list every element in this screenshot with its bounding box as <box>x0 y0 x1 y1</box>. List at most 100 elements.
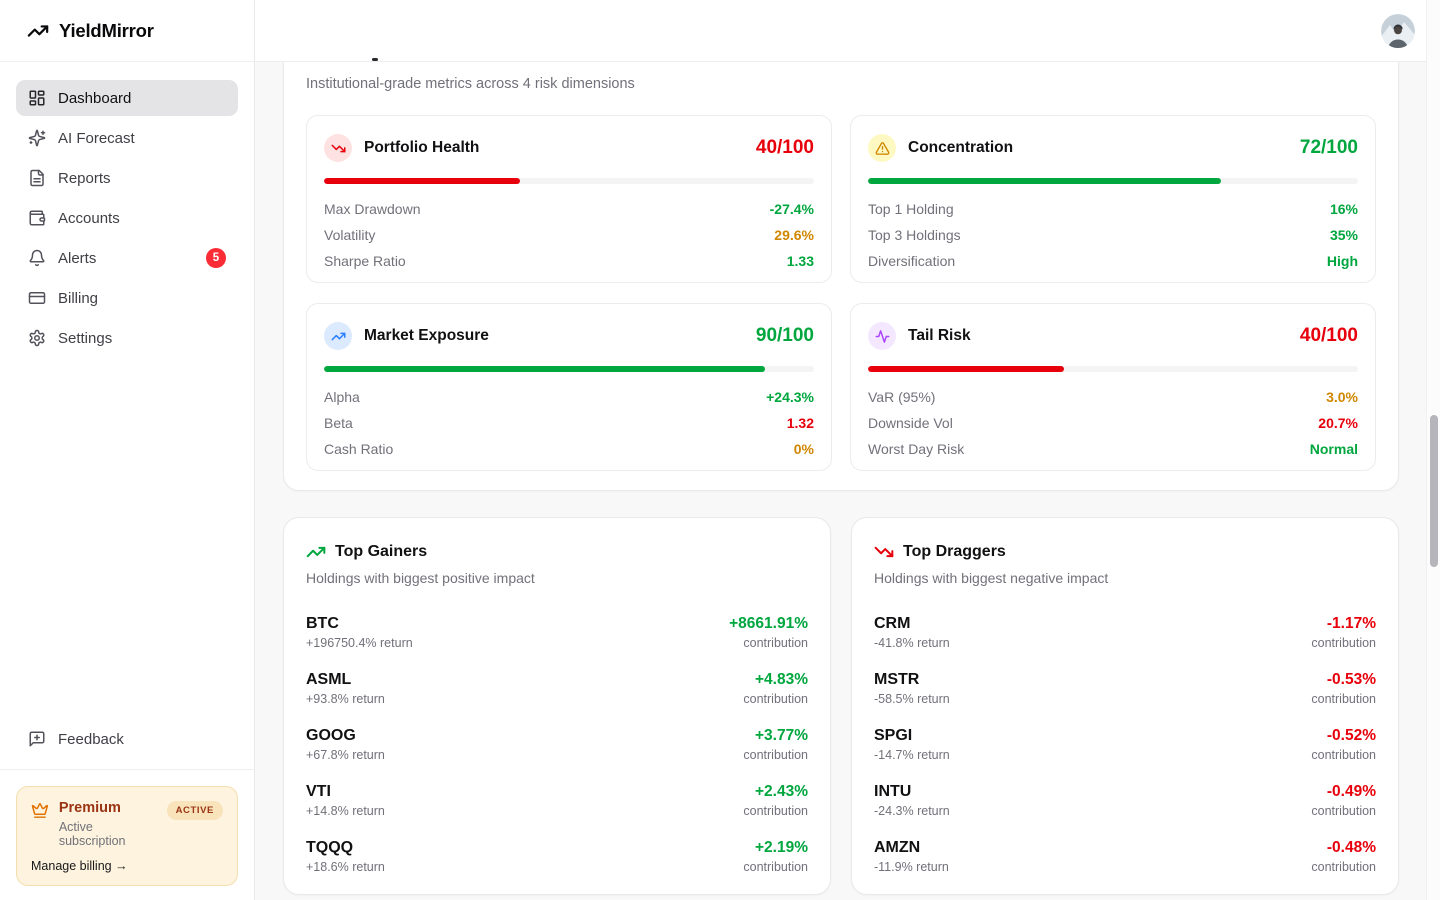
manage-billing-link[interactable]: Manage billing → <box>31 859 128 873</box>
contribution-value: +4.83% <box>754 671 808 688</box>
sidebar-divider <box>0 769 254 770</box>
metric-row-value: 1.32 <box>786 415 814 431</box>
contribution-value: +3.77% <box>754 727 808 744</box>
scrollbar-thumb[interactable] <box>1430 415 1438 567</box>
ticker: INTU <box>874 783 912 800</box>
ticker: VTI <box>306 783 331 800</box>
sidebar-item-dashboard[interactable]: Dashboard <box>16 80 238 116</box>
list-item: TQQQ +18.6% return +2.19% contribution <box>306 838 808 874</box>
metric-row-label: Diversification <box>868 253 956 269</box>
sidebar-item-accounts[interactable]: Accounts <box>16 200 238 236</box>
risk-metrics-panel: Institutional-grade metrics across 4 ris… <box>283 26 1399 491</box>
progress-fill <box>868 178 1221 184</box>
contribution-label: contribution <box>743 748 808 762</box>
sidebar-item-alerts[interactable]: Alerts 5 <box>16 240 238 276</box>
main-content: Institutional-grade metrics across 4 ris… <box>255 0 1440 900</box>
sidebar-item-label: Alerts <box>58 249 97 267</box>
sidebar-item-ai-forecast[interactable]: AI Forecast <box>16 120 238 156</box>
alert-triangle-icon <box>868 134 896 162</box>
metric-row: Top 1 Holding 16% <box>868 196 1358 222</box>
return-text: -58.5% return <box>874 692 950 706</box>
sidebar-footer: Feedback Premium Active subscription ACT… <box>0 721 254 900</box>
contribution-label: contribution <box>743 804 808 818</box>
app-name: YieldMirror <box>59 19 154 41</box>
contribution-label: contribution <box>743 636 808 650</box>
activity-icon <box>868 322 896 350</box>
metric-row: Worst Day Risk Normal <box>868 436 1358 462</box>
trending-down-icon <box>324 134 352 162</box>
sidebar-item-label: Settings <box>58 329 113 347</box>
metric-row-label: Beta <box>324 415 353 431</box>
premium-subscription-card: Premium Active subscription ACTIVE Manag… <box>16 786 238 886</box>
sidebar-item-reports[interactable]: Reports <box>16 160 238 196</box>
progress-fill <box>324 366 765 372</box>
sidebar: YieldMirror Dashboard AI Forecast Report… <box>0 0 255 900</box>
crown-icon <box>31 803 49 818</box>
metric-row: Beta 1.32 <box>324 410 814 436</box>
return-text: -41.8% return <box>874 636 950 650</box>
scrollbar-track[interactable] <box>1426 0 1440 900</box>
ticker: CRM <box>874 615 911 632</box>
credit-card-icon <box>28 292 46 304</box>
metric-title: Portfolio Health <box>364 139 480 156</box>
list-item: GOOG +67.8% return +3.77% contribution <box>306 726 808 762</box>
top-gainers-card: Top Gainers Holdings with biggest positi… <box>283 517 831 895</box>
progress-track <box>324 178 814 184</box>
metric-card-portfolio-health: Portfolio Health 40/100 Max Drawdown -27.… <box>306 115 832 283</box>
contribution-label: contribution <box>1311 636 1376 650</box>
metric-row: Downside Vol 20.7% <box>868 410 1358 436</box>
ticker: AMZN <box>874 839 921 856</box>
sidebar-item-settings[interactable]: Settings <box>16 320 238 356</box>
ticker: TQQQ <box>306 839 354 856</box>
trending-down-icon <box>874 546 894 558</box>
metric-score: 72/100 <box>1299 137 1358 158</box>
contribution-value: -0.49% <box>1326 783 1376 800</box>
metric-row-value: 16% <box>1329 201 1358 217</box>
metric-row: Diversification High <box>868 248 1358 274</box>
metric-row-label: VaR (95%) <box>868 389 936 405</box>
metric-row-value: 29.6% <box>774 227 814 243</box>
top-draggers-card: Top Draggers Holdings with biggest negat… <box>851 517 1399 895</box>
metric-row-value: High <box>1326 253 1358 269</box>
top-header-bar <box>255 0 1440 62</box>
return-text: +14.8% return <box>306 804 385 818</box>
metric-row-value: 0% <box>793 441 814 457</box>
ticker: MSTR <box>874 671 920 688</box>
metric-row-value: 3.0% <box>1326 389 1358 405</box>
metric-score: 40/100 <box>1299 325 1358 346</box>
feedback-label: Feedback <box>58 730 124 748</box>
ticker: SPGI <box>874 727 913 744</box>
metric-row-label: Alpha <box>324 389 360 405</box>
trending-up-icon <box>324 322 352 350</box>
contribution-label: contribution <box>1311 804 1376 818</box>
contribution-value: +2.43% <box>754 783 808 800</box>
user-avatar[interactable] <box>1381 14 1415 48</box>
metric-row: Top 3 Holdings 35% <box>868 222 1358 248</box>
app-logo: YieldMirror <box>0 0 254 62</box>
premium-status-badge: ACTIVE <box>166 801 223 820</box>
contribution-label: contribution <box>743 692 808 706</box>
sidebar-item-billing[interactable]: Billing <box>16 280 238 316</box>
list-item: VTI +14.8% return +2.43% contribution <box>306 782 808 818</box>
contribution-value: -0.53% <box>1326 671 1376 688</box>
metric-row-value: +24.3% <box>766 389 814 405</box>
contribution-label: contribution <box>1311 692 1376 706</box>
metric-row-value: 20.7% <box>1318 415 1358 431</box>
return-text: +93.8% return <box>306 692 385 706</box>
contribution-value: -0.52% <box>1326 727 1376 744</box>
sidebar-item-label: Billing <box>58 289 99 307</box>
metric-row-label: Max Drawdown <box>324 201 421 217</box>
metric-row-label: Sharpe Ratio <box>324 253 406 269</box>
gainers-list: BTC +196750.4% return +8661.91% contributi… <box>306 614 808 874</box>
return-text: +18.6% return <box>306 860 385 874</box>
metric-row-value: 35% <box>1329 227 1358 243</box>
card-title: Top Gainers <box>335 543 428 560</box>
draggers-list: CRM -41.8% return -1.17% contribution MSTR… <box>874 614 1376 874</box>
progress-track <box>324 366 814 372</box>
progress-fill <box>324 178 520 184</box>
gear-icon <box>29 329 45 347</box>
metric-card-market-exposure: Market Exposure 90/100 Alpha +24.3% Beta 1… <box>306 303 832 471</box>
sidebar-item-feedback[interactable]: Feedback <box>16 721 238 757</box>
return-text: -14.7% return <box>874 748 950 762</box>
